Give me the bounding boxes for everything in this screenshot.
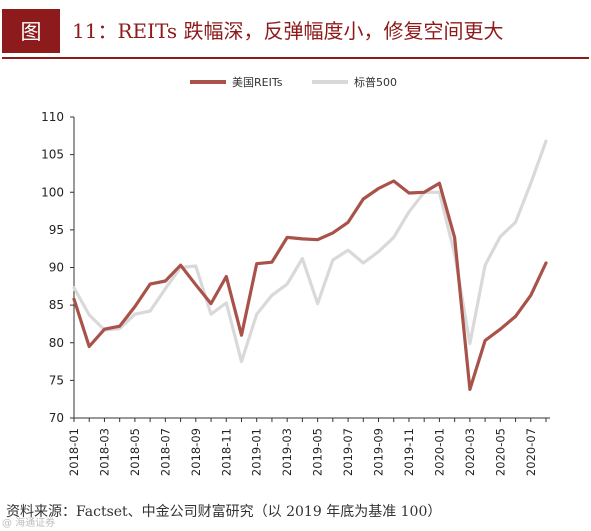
- x-tick-label: 2019-07: [341, 428, 355, 476]
- legend-swatch-sp500: [312, 80, 348, 84]
- x-tick-label: 2019-01: [250, 428, 264, 476]
- x-tick-label: 2018-03: [97, 428, 111, 476]
- legend-swatch-reits: [190, 80, 226, 84]
- x-tick-label: 2018-11: [219, 428, 233, 476]
- y-tick-label: 100: [41, 185, 64, 199]
- x-tick-label: 2019-03: [280, 428, 294, 476]
- x-tick-label: 2019-11: [402, 428, 416, 476]
- y-tick-label: 85: [49, 298, 64, 312]
- series-line-reits: [72, 179, 548, 391]
- legend-item-reits: 美国REITs: [190, 70, 282, 94]
- legend-label-sp500: 标普500: [354, 76, 397, 89]
- x-tick-label: 2020-01: [432, 428, 446, 476]
- y-tick-label: 70: [49, 411, 64, 425]
- x-tick-label: 2018-09: [189, 428, 203, 476]
- chart-legend: 美国REITs 标普500: [0, 70, 591, 94]
- figure-header: 图 11：REITs 跌幅深，反弹幅度小，修复空间更大: [0, 0, 591, 60]
- y-tick-label: 95: [49, 223, 64, 237]
- x-tick-label: 2019-05: [311, 428, 325, 476]
- header-rule: [2, 57, 589, 59]
- watermark: @ 海通证券: [2, 518, 56, 529]
- source-note: 资料来源：Factset、中金公司财富研究（以 2019 年底为基准 100）: [6, 504, 442, 520]
- y-tick-label: 110: [41, 110, 64, 124]
- x-tick-label: 2018-07: [158, 428, 172, 476]
- y-tick-label: 90: [49, 261, 64, 275]
- legend-item-sp500: 标普500: [312, 70, 397, 94]
- y-tick-label: 80: [49, 336, 64, 350]
- y-tick-label: 75: [49, 373, 64, 387]
- x-tick-label: 2018-05: [128, 428, 142, 476]
- x-tick-label: 2020-03: [463, 428, 477, 476]
- figure-label: 图: [2, 9, 60, 53]
- x-tick-label: 2019-09: [372, 428, 386, 476]
- figure-title: 11：REITs 跌幅深，反弹幅度小，修复空间更大: [72, 19, 504, 43]
- series-line-sp500: [72, 139, 548, 364]
- x-tick-label: 2020-05: [493, 428, 507, 476]
- y-tick-label: 105: [41, 148, 64, 162]
- x-tick-label: 2020-07: [524, 428, 538, 476]
- legend-label-reits: 美国REITs: [232, 76, 283, 89]
- x-tick-label: 2018-01: [67, 428, 81, 476]
